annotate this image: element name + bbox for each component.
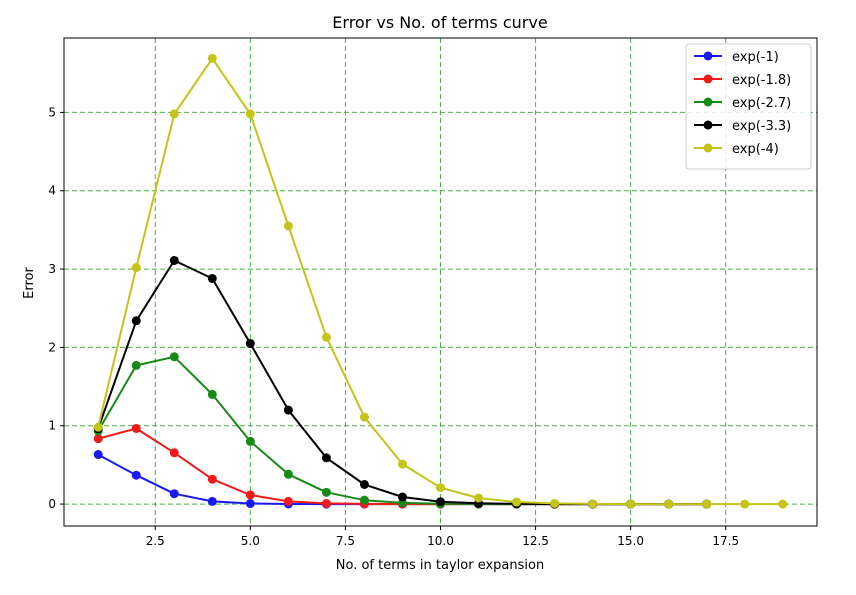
legend-box — [685, 43, 812, 170]
data-point — [131, 360, 141, 370]
data-point — [169, 255, 179, 265]
x-tick-label: 2.5 — [146, 534, 165, 548]
data-point — [245, 109, 255, 119]
x-tick-label: 17.5 — [712, 534, 739, 548]
data-point — [283, 496, 293, 506]
legend-swatch-marker — [703, 51, 713, 61]
data-point — [131, 263, 141, 273]
data-point — [207, 389, 217, 399]
data-point — [397, 492, 407, 502]
data-point — [778, 499, 788, 509]
data-point — [245, 436, 255, 446]
axis-ticks: 2.5 5.0 7.5 10.0 12.5 15.0 17.5 0 1 2 3 4 5 — [48, 105, 739, 548]
series-line — [97, 355, 707, 506]
data-point — [359, 479, 369, 489]
legend-label: exp(-1) — [732, 50, 779, 65]
data-point — [169, 489, 179, 499]
data-point — [169, 352, 179, 362]
data-point — [321, 453, 331, 463]
legend-swatch-marker — [703, 74, 713, 84]
data-point — [702, 499, 712, 509]
legend-label: exp(-1.8) — [732, 73, 791, 88]
x-tick-label: 12.5 — [522, 534, 549, 548]
series-4 — [93, 255, 712, 509]
y-tick-label: 4 — [48, 184, 56, 198]
y-tick-label: 3 — [48, 262, 56, 276]
y-axis-label: Error — [22, 267, 37, 299]
data-point — [207, 474, 217, 484]
x-tick-label: 10.0 — [427, 534, 454, 548]
data-point — [664, 499, 674, 509]
data-point — [283, 221, 293, 231]
plot-series — [93, 53, 788, 509]
y-tick-label: 0 — [48, 497, 56, 511]
data-point — [169, 448, 179, 458]
data-point — [512, 497, 522, 507]
data-point — [359, 495, 369, 505]
data-point — [397, 459, 407, 469]
data-point — [131, 470, 141, 480]
data-point — [93, 450, 103, 460]
y-tick-label: 5 — [48, 105, 56, 119]
legend-item: exp(-4) — [694, 142, 779, 157]
data-point — [131, 423, 141, 433]
series-5 — [93, 53, 788, 509]
data-point — [207, 273, 217, 283]
data-point — [245, 490, 255, 500]
legend-swatch-marker — [703, 97, 713, 107]
data-point — [283, 469, 293, 479]
y-tick-label: 2 — [48, 340, 56, 354]
legend: exp(-1) exp(-1.8) exp(-2.7) exp(-3.3) exp(-4… — [685, 43, 812, 170]
data-point — [283, 405, 293, 415]
data-point — [436, 483, 445, 493]
data-point — [740, 499, 750, 509]
legend-item: exp(-1) — [694, 50, 779, 65]
data-point — [436, 497, 445, 507]
data-point — [321, 498, 331, 508]
legend-item: exp(-1.8) — [694, 73, 791, 88]
data-point — [588, 499, 598, 509]
data-point — [321, 487, 331, 497]
legend-item: exp(-2.7) — [694, 96, 791, 111]
data-point — [245, 338, 255, 348]
y-tick-label: 1 — [48, 419, 56, 433]
data-point — [93, 422, 103, 432]
data-point — [207, 496, 217, 506]
legend-label: exp(-3.3) — [732, 119, 791, 134]
chart-title: Error vs No. of terms curve — [332, 13, 547, 32]
data-point — [207, 53, 217, 63]
data-point — [626, 499, 636, 509]
data-point — [550, 498, 560, 508]
legend-swatch-marker — [703, 143, 713, 153]
data-point — [245, 499, 255, 509]
data-point — [131, 316, 141, 326]
data-point — [359, 412, 369, 422]
data-point — [93, 434, 103, 444]
data-point — [474, 493, 484, 503]
legend-swatch-marker — [703, 120, 713, 130]
series-3 — [93, 352, 712, 509]
x-axis-label: No. of terms in taylor expansion — [336, 558, 544, 573]
legend-label: exp(-2.7) — [732, 96, 791, 111]
x-tick-label: 5.0 — [241, 534, 260, 548]
data-point — [169, 109, 179, 119]
data-point — [321, 332, 331, 342]
legend-item: exp(-3.3) — [694, 119, 791, 134]
x-tick-label: 7.5 — [336, 534, 355, 548]
x-tick-label: 15.0 — [617, 534, 644, 548]
legend-label: exp(-4) — [732, 142, 779, 157]
